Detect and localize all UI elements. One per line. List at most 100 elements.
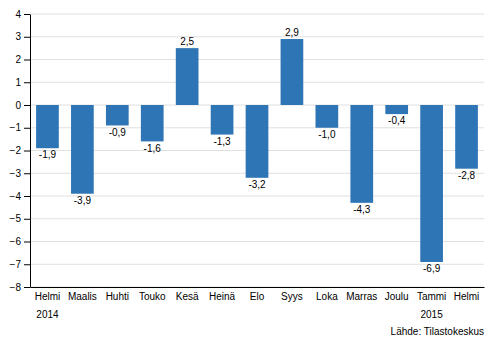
x-tick-label: Joulu [385,291,409,302]
y-tick: 3 [15,31,30,42]
grid-line [30,218,484,219]
y-tick: −3 [10,168,30,179]
bar [106,105,129,125]
grid [30,14,484,287]
y-tick: 4 [15,9,30,20]
y-tick-label: −8 [10,282,22,293]
x-tick: Joulu [385,291,409,302]
data-label: -3,9 [74,195,92,206]
x-tick: Kesä [176,291,199,302]
bar [281,39,304,105]
x-tick-label: Marras [346,291,377,302]
grid-line [30,14,484,15]
data-label: -1,0 [318,129,336,140]
x-tick: Helmi [35,291,61,302]
bar [211,105,234,135]
x-tick: Helmi [454,291,480,302]
y-tick-label: −5 [10,213,22,224]
y-tick-label: −4 [10,191,22,202]
y-tick-mark [24,173,30,174]
bar [385,105,408,114]
y-tick-label: −3 [10,168,22,179]
data-label: -6,9 [423,263,441,274]
data-label: -1,6 [144,143,162,154]
x-tick-label: Elo [250,291,265,302]
y-tick: −5 [10,213,30,224]
grid-line [30,59,484,60]
x-tick-label: Loka [316,291,338,302]
grid-line [30,264,484,265]
y-tick-label: 4 [15,9,21,20]
y-tick: −2 [10,145,30,156]
y-tick-mark [24,60,30,61]
data-label: 2,5 [180,36,194,47]
x-tick: Touko [139,291,166,302]
source: Lähde: Tilastokeskus [391,326,484,337]
y-tick-mark [24,82,30,83]
bar [71,105,94,194]
x-tick-label: Maalis [68,291,97,302]
y-tick-mark [24,219,30,220]
x-tick: Maalis [68,291,97,302]
grid-line [30,82,484,83]
y-axis-line [30,15,31,288]
y-tick: −6 [10,236,30,247]
x-tick-label: Heinä [209,291,236,302]
data-label: -4,3 [353,204,371,215]
y-tick-mark [24,287,30,288]
y-tick-mark [24,264,30,265]
x-tick: Heinä [209,291,236,302]
x-tick-label: Kesä [176,291,199,302]
y-tick-mark [24,14,30,15]
x-tick-label: Helmi [35,291,61,302]
grid-line [30,196,484,197]
grid-line [30,241,484,242]
y-tick-label: −2 [10,145,22,156]
data-label: -1,3 [213,136,231,147]
x-axis-line [31,287,485,288]
y-tick: −7 [10,259,30,270]
x-tick-label: Helmi [454,291,480,302]
data-label: 2,9 [285,27,299,38]
bars [36,39,478,262]
x-axis: Helmi Maalis Huhti Touko Kesä Heinä Elo Syys Lok… [31,288,485,303]
chart: −8 −7 −6 −5 −4 −3 −2 −1 0 1 2 3 4 Helmi Maalis Huhti Tou… [0,0,494,339]
annotations: 2014 2015 [36,309,443,320]
data-label: -3,2 [248,179,266,190]
y-tick-mark [24,128,30,129]
data-label: -1,9 [39,149,57,160]
bar [246,105,269,178]
grid-line [30,287,484,288]
x-tick-label: Touko [139,291,166,302]
y-tick-label: −1 [10,122,22,133]
y-tick-mark [24,105,30,106]
bar [315,105,338,128]
x-tick: Tammi [417,291,446,302]
y-tick-label: −7 [10,259,22,270]
y-tick-mark [24,242,30,243]
x-tick-label: Syys [281,291,303,302]
y-tick: 2 [15,54,30,65]
bar [420,105,443,262]
y-tick-label: 1 [15,77,21,88]
y-tick-mark [24,151,30,152]
data-label: -0,4 [388,115,406,126]
x-tick: Marras [346,291,377,302]
year-label: 2015 [420,309,443,320]
y-tick-label: −6 [10,236,22,247]
year-label: 2014 [36,309,59,320]
y-tick-label: 2 [15,54,21,65]
y-tick: −8 [10,282,30,293]
x-tick-label: Huhti [106,291,129,302]
y-tick-mark [24,196,30,197]
y-tick-mark [24,37,30,38]
x-tick-label: Tammi [417,291,446,302]
y-tick-label: 0 [15,100,21,111]
x-tick: Huhti [106,291,129,302]
bar [455,105,478,169]
x-tick: Elo [250,291,265,302]
bar [141,105,164,141]
x-tick: Syys [281,291,303,302]
y-tick: −4 [10,191,30,202]
data-label: -2,8 [458,170,476,181]
